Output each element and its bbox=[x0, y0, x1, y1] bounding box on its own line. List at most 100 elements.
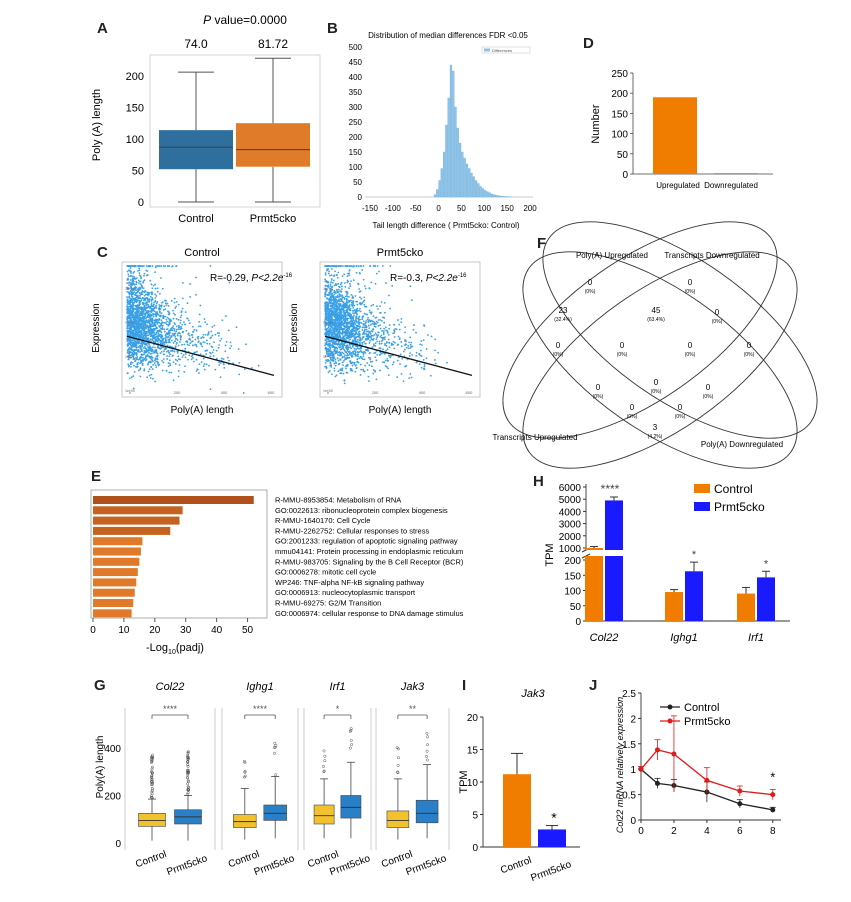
panel-c-point bbox=[143, 328, 145, 331]
panel-c-point bbox=[128, 281, 131, 284]
panel-c-point bbox=[175, 300, 178, 303]
panel-c-point bbox=[250, 367, 253, 369]
panel-c-point bbox=[134, 360, 137, 363]
panel-c-point bbox=[145, 349, 148, 352]
panel-g-xtick-label: Prmt5cko bbox=[165, 853, 209, 878]
panel-c-point bbox=[132, 355, 135, 358]
panel-c-point bbox=[217, 346, 220, 349]
panel-c-point bbox=[127, 349, 129, 352]
panel-c-point bbox=[364, 328, 366, 331]
panel-c-point bbox=[186, 340, 188, 343]
panel-c-point bbox=[422, 339, 425, 342]
panel-c-point bbox=[354, 333, 357, 335]
panel-c-point bbox=[324, 319, 326, 321]
panel-c-point bbox=[329, 313, 332, 316]
panel-c-point bbox=[329, 295, 332, 298]
panel-c-point bbox=[356, 338, 359, 341]
panel-c-point bbox=[177, 358, 180, 360]
panel-c-point bbox=[164, 346, 167, 349]
panel-c-point bbox=[434, 349, 436, 352]
panel-c-point bbox=[364, 321, 367, 324]
panel-g-outlier bbox=[323, 754, 327, 758]
panel-c-point bbox=[186, 302, 189, 305]
panel-c-point bbox=[336, 274, 338, 277]
panel-c-point bbox=[153, 310, 156, 313]
panel-c-point bbox=[332, 297, 335, 300]
panel-c-point bbox=[166, 316, 169, 319]
panel-c-point bbox=[147, 337, 150, 340]
panel-c-point bbox=[327, 318, 330, 321]
panel-c-point bbox=[330, 310, 333, 313]
panel-c-point bbox=[347, 322, 350, 325]
panel-c-point bbox=[342, 310, 345, 313]
panel-c-point bbox=[340, 285, 343, 288]
venn-label-transcripts-up: Transcripts Upregulated bbox=[492, 433, 577, 442]
panel-c-point bbox=[139, 287, 142, 289]
panel-c-point bbox=[197, 325, 200, 328]
panel-h-ytick-label-low: 50 bbox=[570, 602, 582, 613]
panel-i-ytick-label: 0 bbox=[472, 843, 478, 854]
panel-c-point bbox=[142, 334, 145, 337]
panel-c-point bbox=[152, 340, 155, 343]
panel-c-point bbox=[376, 340, 379, 343]
panel-c-point bbox=[353, 265, 356, 267]
panel-c-point bbox=[143, 351, 146, 354]
panel-c-point bbox=[427, 334, 429, 336]
panel-c-point bbox=[361, 337, 364, 339]
venn-region-percent: (0%) bbox=[627, 414, 638, 420]
panel-c-point bbox=[336, 312, 339, 315]
panel-c-point bbox=[388, 346, 391, 349]
panel-c-point bbox=[153, 337, 156, 340]
panel-c-point bbox=[132, 280, 135, 283]
panel-c-point bbox=[161, 321, 163, 324]
panel-g-outlier bbox=[149, 761, 153, 764]
panel-c-point bbox=[147, 316, 150, 319]
panel-e-bar bbox=[93, 557, 140, 566]
panel-c-point bbox=[330, 288, 333, 291]
panel-c-point bbox=[153, 331, 156, 334]
panel-c-point bbox=[337, 353, 339, 356]
panel-d-bar bbox=[653, 97, 697, 174]
panel-g-outlier bbox=[149, 794, 153, 798]
panel-c-point bbox=[215, 349, 218, 352]
panel-c-point bbox=[170, 371, 173, 374]
panel-c-point bbox=[205, 353, 208, 355]
panel-c-point bbox=[178, 363, 181, 366]
panel-c-point bbox=[156, 311, 159, 313]
panel-c-point bbox=[366, 348, 368, 351]
panel-i-bar bbox=[538, 829, 566, 847]
panel-c-point bbox=[329, 321, 332, 324]
panel-c-point bbox=[350, 303, 353, 306]
panel-c-point bbox=[159, 314, 162, 317]
panel-c-point bbox=[404, 326, 407, 329]
panel-c-point bbox=[360, 368, 363, 371]
venn-region-count: 0 bbox=[596, 383, 601, 392]
panel-c-point bbox=[388, 354, 390, 357]
panel-j-axes: 00.511.522.50 2 4 6 8 bbox=[622, 689, 781, 837]
panel-c-point bbox=[345, 293, 348, 296]
panel-c-point bbox=[353, 321, 356, 324]
panel-c-point bbox=[132, 275, 135, 278]
panel-d-ytick-label: 150 bbox=[611, 109, 628, 120]
panel-c-point bbox=[338, 285, 340, 288]
panel-g-outlier bbox=[150, 781, 154, 785]
panel-c-point bbox=[165, 336, 168, 338]
panel-c-point bbox=[128, 347, 131, 349]
panel-c-point bbox=[168, 371, 171, 374]
panel-c-point bbox=[407, 347, 410, 350]
panel-b-bar bbox=[500, 195, 503, 198]
panel-j-point-prmt5cko bbox=[737, 788, 743, 794]
panel-c-point bbox=[139, 342, 142, 345]
panel-c-point bbox=[329, 285, 332, 287]
panel-c-point bbox=[222, 358, 225, 361]
venn-region-count: 45 bbox=[652, 306, 661, 315]
panel-c-point bbox=[352, 309, 355, 312]
panel-c-point bbox=[203, 318, 206, 320]
panel-c-point bbox=[355, 317, 358, 320]
panel-h-bar-prmt5cko bbox=[685, 571, 703, 621]
panel-c-point bbox=[368, 342, 371, 344]
panel-c-point bbox=[139, 318, 142, 321]
panel-c-point bbox=[188, 344, 190, 347]
panel-c-point bbox=[139, 306, 141, 309]
